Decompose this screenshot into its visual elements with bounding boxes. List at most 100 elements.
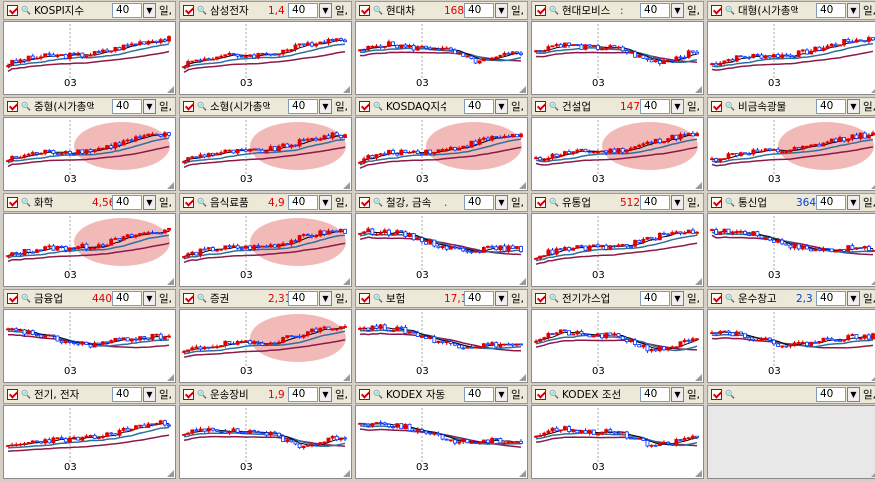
period-unit-button[interactable]: 일, bbox=[159, 293, 172, 305]
checkbox-icon[interactable] bbox=[535, 5, 546, 16]
period-unit-button[interactable]: 일, bbox=[687, 5, 700, 17]
resize-grip-icon[interactable] bbox=[695, 470, 702, 477]
search-icon[interactable]: 🔍 bbox=[21, 102, 31, 111]
checkbox-icon[interactable] bbox=[535, 293, 546, 304]
period-input[interactable]: 40 bbox=[816, 195, 846, 210]
checkbox-icon[interactable] bbox=[359, 101, 370, 112]
search-icon[interactable]: 🔍 bbox=[373, 6, 383, 15]
period-dropdown-button[interactable]: ▼ bbox=[495, 387, 508, 402]
checkbox-icon[interactable] bbox=[183, 197, 194, 208]
price-chart[interactable]: 03 bbox=[3, 213, 176, 287]
period-dropdown-button[interactable]: ▼ bbox=[319, 291, 332, 306]
price-chart[interactable]: 03 bbox=[3, 309, 176, 383]
period-unit-button[interactable]: 일, bbox=[159, 101, 172, 113]
checkbox-icon[interactable] bbox=[359, 5, 370, 16]
period-dropdown-button[interactable]: ▼ bbox=[495, 99, 508, 114]
search-icon[interactable]: 🔍 bbox=[725, 390, 735, 399]
search-icon[interactable]: 🔍 bbox=[549, 6, 559, 15]
period-dropdown-button[interactable]: ▼ bbox=[143, 387, 156, 402]
period-unit-button[interactable]: 일, bbox=[687, 101, 700, 113]
period-input[interactable]: 40 bbox=[464, 3, 494, 18]
period-unit-button[interactable]: 일, bbox=[511, 389, 524, 401]
search-icon[interactable]: 🔍 bbox=[197, 294, 207, 303]
search-icon[interactable]: 🔍 bbox=[197, 198, 207, 207]
period-unit-button[interactable]: 일, bbox=[511, 197, 524, 209]
resize-grip-icon[interactable] bbox=[167, 278, 174, 285]
period-dropdown-button[interactable]: ▼ bbox=[671, 291, 684, 306]
checkbox-icon[interactable] bbox=[7, 389, 18, 400]
resize-grip-icon[interactable] bbox=[695, 374, 702, 381]
search-icon[interactable]: 🔍 bbox=[373, 294, 383, 303]
search-icon[interactable]: 🔍 bbox=[725, 102, 735, 111]
period-dropdown-button[interactable]: ▼ bbox=[319, 387, 332, 402]
period-unit-button[interactable]: 일, bbox=[335, 197, 348, 209]
search-icon[interactable]: 🔍 bbox=[725, 6, 735, 15]
search-icon[interactable]: 🔍 bbox=[373, 198, 383, 207]
period-dropdown-button[interactable]: ▼ bbox=[847, 291, 860, 306]
resize-grip-icon[interactable] bbox=[519, 470, 526, 477]
period-unit-button[interactable]: 일, bbox=[335, 5, 348, 17]
resize-grip-icon[interactable] bbox=[343, 86, 350, 93]
checkbox-icon[interactable] bbox=[7, 293, 18, 304]
period-unit-button[interactable]: 일, bbox=[511, 101, 524, 113]
resize-grip-icon[interactable] bbox=[871, 278, 875, 285]
resize-grip-icon[interactable] bbox=[695, 182, 702, 189]
price-chart[interactable]: 03 bbox=[179, 213, 352, 287]
checkbox-icon[interactable] bbox=[711, 5, 722, 16]
period-unit-button[interactable]: 일, bbox=[159, 5, 172, 17]
resize-grip-icon[interactable] bbox=[695, 86, 702, 93]
search-icon[interactable]: 🔍 bbox=[21, 198, 31, 207]
period-input[interactable]: 40 bbox=[816, 387, 846, 402]
period-dropdown-button[interactable]: ▼ bbox=[143, 291, 156, 306]
period-dropdown-button[interactable]: ▼ bbox=[671, 3, 684, 18]
resize-grip-icon[interactable] bbox=[695, 278, 702, 285]
period-dropdown-button[interactable]: ▼ bbox=[847, 195, 860, 210]
price-chart[interactable]: 03 bbox=[355, 21, 528, 95]
price-chart[interactable]: 03 bbox=[707, 21, 875, 95]
period-input[interactable]: 40 bbox=[288, 99, 318, 114]
period-input[interactable]: 40 bbox=[464, 99, 494, 114]
price-chart[interactable]: 03 bbox=[355, 117, 528, 191]
resize-grip-icon[interactable] bbox=[167, 86, 174, 93]
period-dropdown-button[interactable]: ▼ bbox=[671, 387, 684, 402]
period-input[interactable]: 40 bbox=[288, 387, 318, 402]
price-chart[interactable]: 03 bbox=[355, 213, 528, 287]
resize-grip-icon[interactable] bbox=[343, 470, 350, 477]
period-unit-button[interactable]: 일, bbox=[335, 389, 348, 401]
search-icon[interactable]: 🔍 bbox=[549, 294, 559, 303]
search-icon[interactable]: 🔍 bbox=[197, 390, 207, 399]
period-input[interactable]: 40 bbox=[816, 99, 846, 114]
price-chart[interactable]: 03 bbox=[179, 309, 352, 383]
price-chart[interactable]: 03 bbox=[531, 309, 704, 383]
checkbox-icon[interactable] bbox=[711, 389, 722, 400]
period-dropdown-button[interactable]: ▼ bbox=[319, 195, 332, 210]
price-chart[interactable]: 03 bbox=[3, 117, 176, 191]
period-unit-button[interactable]: 일, bbox=[159, 197, 172, 209]
resize-grip-icon[interactable] bbox=[871, 86, 875, 93]
search-icon[interactable]: 🔍 bbox=[21, 390, 31, 399]
search-icon[interactable]: 🔍 bbox=[725, 294, 735, 303]
period-input[interactable]: 40 bbox=[112, 291, 142, 306]
period-dropdown-button[interactable]: ▼ bbox=[671, 195, 684, 210]
checkbox-icon[interactable] bbox=[359, 389, 370, 400]
period-dropdown-button[interactable]: ▼ bbox=[319, 3, 332, 18]
checkbox-icon[interactable] bbox=[535, 197, 546, 208]
period-dropdown-button[interactable]: ▼ bbox=[495, 3, 508, 18]
period-input[interactable]: 40 bbox=[816, 3, 846, 18]
period-input[interactable]: 40 bbox=[464, 387, 494, 402]
search-icon[interactable]: 🔍 bbox=[549, 390, 559, 399]
resize-grip-icon[interactable] bbox=[343, 278, 350, 285]
period-input[interactable]: 40 bbox=[640, 99, 670, 114]
price-chart[interactable]: 03 bbox=[531, 21, 704, 95]
checkbox-icon[interactable] bbox=[7, 5, 18, 16]
period-unit-button[interactable]: 일, bbox=[687, 389, 700, 401]
period-input[interactable]: 40 bbox=[640, 195, 670, 210]
period-unit-button[interactable]: 일, bbox=[511, 5, 524, 17]
resize-grip-icon[interactable] bbox=[871, 374, 875, 381]
resize-grip-icon[interactable] bbox=[343, 182, 350, 189]
price-chart[interactable]: 03 bbox=[531, 405, 704, 479]
price-chart[interactable]: 03 bbox=[531, 213, 704, 287]
checkbox-icon[interactable] bbox=[183, 293, 194, 304]
period-unit-button[interactable]: 일, bbox=[863, 197, 875, 209]
checkbox-icon[interactable] bbox=[535, 389, 546, 400]
